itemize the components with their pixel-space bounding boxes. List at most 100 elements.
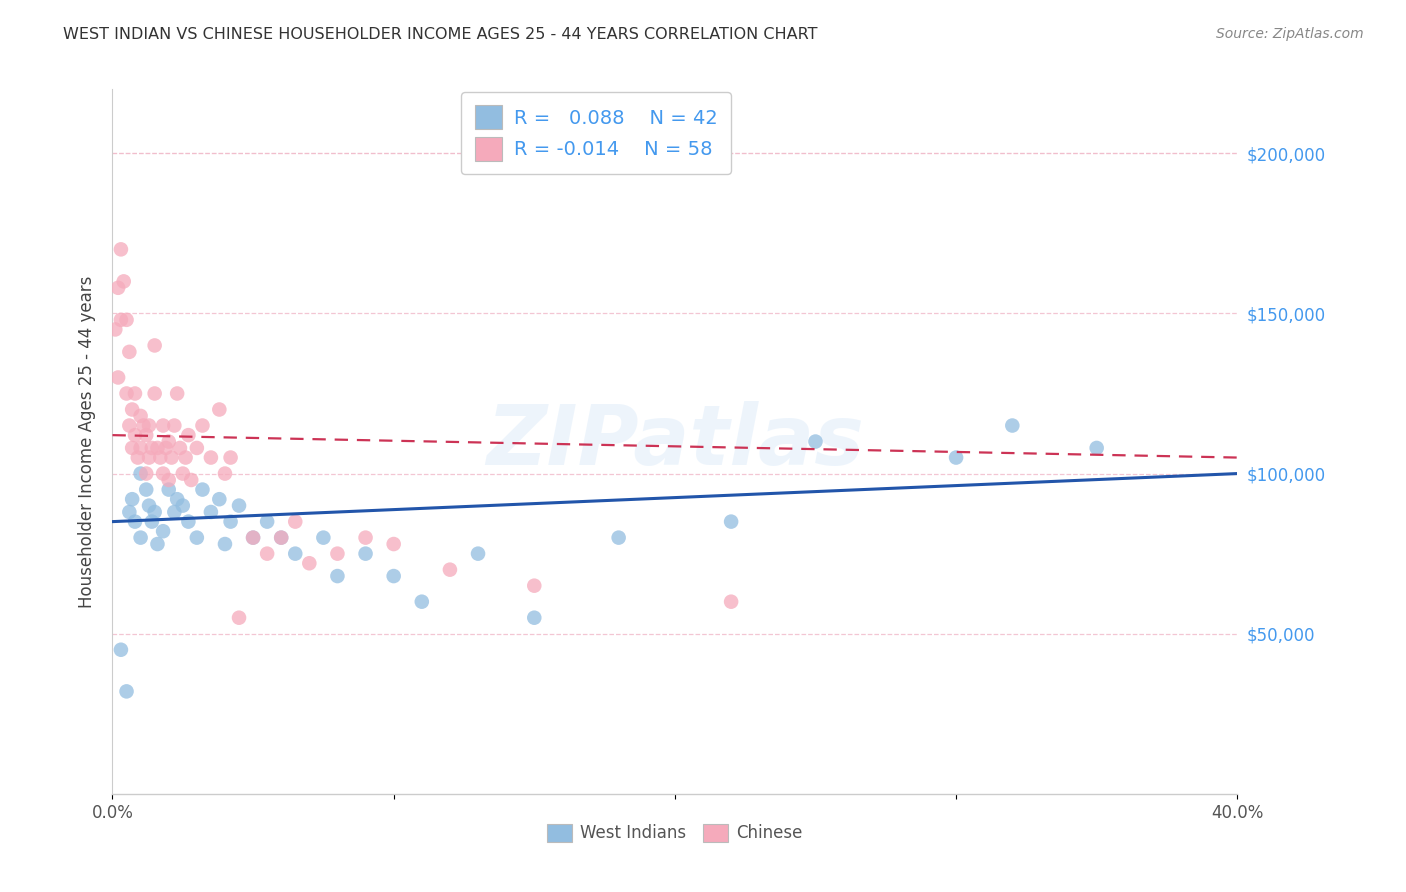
Point (115, 684, 138, 698)
Point (219, 515, 242, 529)
Point (242, 531, 264, 545)
Text: Source: ZipAtlas.com: Source: ZipAtlas.com (1216, 27, 1364, 41)
Point (143, 505, 166, 519)
Point (312, 531, 335, 545)
Point (172, 467, 194, 481)
Point (326, 547, 349, 561)
Point (135, 467, 157, 481)
Point (121, 402, 143, 417)
Point (141, 515, 163, 529)
Point (110, 243, 132, 257)
Point (163, 505, 186, 519)
Point (214, 467, 236, 481)
Point (129, 441, 152, 455)
Point (804, 434, 827, 449)
Point (124, 515, 146, 529)
Point (124, 428, 146, 442)
Point (214, 537, 236, 551)
Point (191, 483, 214, 497)
Point (104, 322, 127, 336)
Point (129, 531, 152, 545)
Point (242, 531, 264, 545)
Point (208, 492, 231, 507)
Point (157, 434, 180, 449)
Point (174, 450, 197, 465)
Point (166, 386, 188, 401)
Point (186, 441, 208, 455)
Text: WEST INDIAN VS CHINESE HOUSEHOLDER INCOME AGES 25 - 44 YEARS CORRELATION CHART: WEST INDIAN VS CHINESE HOUSEHOLDER INCOM… (63, 27, 818, 42)
Point (1001, 418, 1024, 433)
Point (157, 483, 180, 497)
Point (169, 441, 191, 455)
Point (115, 313, 138, 327)
Point (115, 386, 138, 401)
Point (467, 547, 489, 561)
Point (152, 418, 174, 433)
Point (160, 450, 183, 465)
Point (138, 499, 160, 513)
Point (152, 524, 174, 539)
Point (200, 450, 222, 465)
Point (256, 515, 278, 529)
Point (523, 579, 546, 593)
Point (270, 531, 292, 545)
Point (121, 441, 143, 455)
Text: ZIPatlas: ZIPatlas (486, 401, 863, 482)
Point (382, 537, 405, 551)
Point (110, 313, 132, 327)
Point (124, 386, 146, 401)
Point (146, 537, 169, 551)
Legend: West Indians, Chinese: West Indians, Chinese (540, 817, 810, 849)
Point (270, 531, 292, 545)
Point (191, 418, 214, 433)
Point (720, 515, 742, 529)
Point (138, 418, 160, 433)
Point (163, 418, 186, 433)
Point (186, 531, 208, 545)
Point (155, 441, 177, 455)
Point (143, 386, 166, 401)
Point (219, 450, 242, 465)
Point (284, 547, 307, 561)
Point (129, 467, 152, 481)
Point (129, 409, 152, 423)
Point (138, 450, 160, 465)
Point (107, 281, 129, 295)
Point (354, 547, 377, 561)
Point (107, 370, 129, 384)
Point (945, 450, 967, 465)
Point (177, 428, 200, 442)
Point (172, 499, 194, 513)
Point (135, 428, 157, 442)
Point (166, 492, 188, 507)
Point (326, 569, 349, 583)
Point (121, 492, 143, 507)
Point (439, 563, 461, 577)
Point (141, 441, 163, 455)
Point (720, 595, 742, 609)
Point (135, 483, 157, 497)
Point (157, 473, 180, 487)
Point (298, 556, 321, 570)
Point (110, 642, 132, 657)
Point (208, 402, 231, 417)
Point (411, 595, 433, 609)
Point (118, 418, 141, 433)
Point (132, 418, 155, 433)
Point (228, 499, 250, 513)
Point (354, 531, 377, 545)
Point (200, 505, 222, 519)
Point (177, 515, 200, 529)
Point (118, 505, 141, 519)
Point (284, 515, 307, 529)
Point (228, 610, 250, 624)
Point (149, 450, 172, 465)
Y-axis label: Householder Income Ages 25 - 44 years: Householder Income Ages 25 - 44 years (77, 276, 96, 607)
Point (112, 274, 135, 288)
Point (180, 473, 202, 487)
Point (152, 467, 174, 481)
Point (1085, 441, 1108, 455)
Point (256, 547, 278, 561)
Point (523, 610, 546, 624)
Point (382, 569, 405, 583)
